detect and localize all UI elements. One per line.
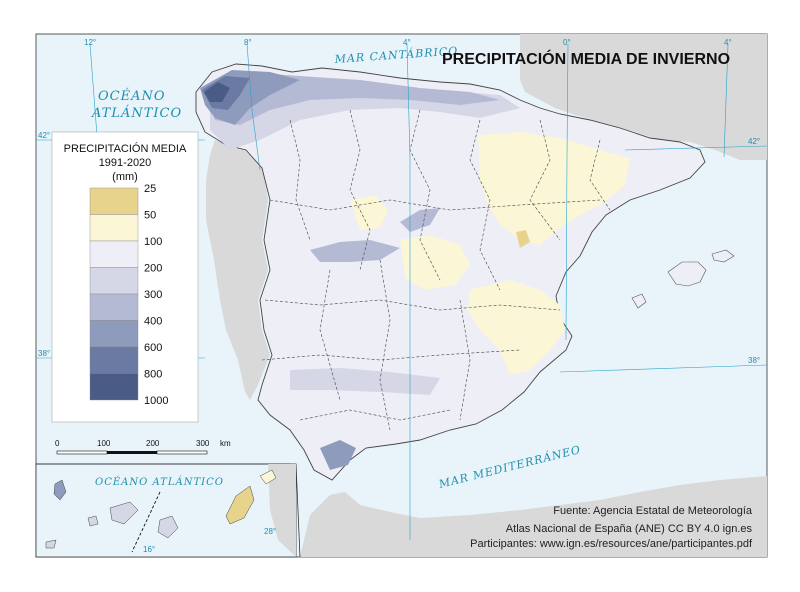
legend-title: PRECIPITACIÓN MEDIA <box>64 142 187 155</box>
portugal-land <box>206 140 270 400</box>
legend-unit: (mm) <box>112 171 138 183</box>
legend-swatch-100 <box>89 240 139 268</box>
source-line-3: Participantes: www.ign.es/resources/ane/… <box>470 538 753 550</box>
island-tenerife <box>109 501 139 525</box>
legend-value-1000: 1000 <box>144 395 168 407</box>
very-dry-spot <box>516 230 530 248</box>
dry-zone-southeast <box>468 280 565 375</box>
wet-zone-galicia-max <box>204 82 230 102</box>
legend-swatch-25 <box>89 187 139 215</box>
legend-swatches: 25 50 100 200 300 400 600 800 1000 <box>89 183 168 407</box>
africa-land <box>300 476 767 557</box>
legend-swatch-400 <box>89 320 139 348</box>
legend: PRECIPITACIÓN MEDIA 1991-2020 (mm) 25 50 1… <box>51 131 231 455</box>
graticule-canarias-16: 16° <box>143 545 155 554</box>
sea-label-atlantico-2: ATLÁNTICO <box>91 105 182 121</box>
graticule-lat-42-left: 42° <box>38 131 50 140</box>
island-lanzarote <box>259 469 277 485</box>
graticule-lon-12w: 12° <box>84 38 96 47</box>
legend-swatch-600 <box>89 346 139 374</box>
graticule-lat-38-right: 38° <box>748 356 760 365</box>
graticule-lat-38-left: 38° <box>38 349 50 358</box>
balearic-mallorca <box>667 261 707 287</box>
canary-inset: OCÉANO ATLÁNTICO 28° 16° <box>35 463 301 558</box>
wet-zone-sierra-morena <box>290 368 440 395</box>
island-la-palma <box>53 479 67 501</box>
scale-tick-300: 300 <box>196 439 210 448</box>
source-line-2: Atlas Nacional de España (ANE) CC BY 4.0… <box>506 523 753 535</box>
island-hierro <box>45 539 57 549</box>
legend-value-100: 100 <box>144 236 162 248</box>
source-line-1: Fuente: Agencia Estatal de Meteorología <box>553 505 753 517</box>
balearic-ibiza <box>631 293 647 309</box>
legend-value-600: 600 <box>144 342 162 354</box>
scale-tick-0: 0 <box>55 439 60 448</box>
canary-africa <box>268 464 296 557</box>
scale-bar: 0 100 200 300 km <box>55 439 231 455</box>
map-title: PRECIPITACIÓN MEDIA DE INVIERNO <box>442 49 730 68</box>
wet-zone-grazalema <box>320 440 356 470</box>
legend-value-200: 200 <box>144 263 162 275</box>
sea-label-canarias: OCÉANO ATLÁNTICO <box>95 476 224 488</box>
legend-value-800: 800 <box>144 369 162 381</box>
france-land <box>520 34 767 160</box>
graticule-lon-8w: 8° <box>244 38 252 47</box>
legend-swatch-50 <box>89 214 139 242</box>
graticule-canarias-28: 28° <box>264 527 276 536</box>
sea-label-atlantico-1: OCÉANO <box>98 88 166 104</box>
graticule-lon-4w: 4° <box>403 38 411 47</box>
legend-period: 1991-2020 <box>99 157 152 169</box>
graticule-lon-0: 0° <box>563 38 571 47</box>
scale-tick-200: 200 <box>146 439 160 448</box>
legend-swatch-300 <box>89 293 139 321</box>
legend-swatch-200 <box>89 267 139 295</box>
island-gran-canaria <box>157 515 179 539</box>
legend-swatch-800 <box>89 373 139 401</box>
canary-division-line <box>131 491 161 553</box>
legend-value-25: 25 <box>144 183 156 195</box>
wet-zone-central-system <box>310 240 400 262</box>
legend-value-400: 400 <box>144 316 162 328</box>
scale-unit: km <box>220 439 231 448</box>
graticule-lat-42-right: 42° <box>748 137 760 146</box>
legend-value-300: 300 <box>144 289 162 301</box>
dry-zone-mancha <box>400 235 470 290</box>
island-fuerteventura <box>225 485 255 525</box>
scale-tick-100: 100 <box>97 439 111 448</box>
province-boundaries <box>261 109 611 431</box>
island-gomera <box>87 515 99 527</box>
dry-zone-ebro <box>478 132 630 245</box>
graticule-lon-4e: 4° <box>724 38 732 47</box>
balearic-menorca <box>711 249 735 263</box>
legend-value-50: 50 <box>144 210 156 222</box>
dry-zone-duero <box>350 195 388 230</box>
